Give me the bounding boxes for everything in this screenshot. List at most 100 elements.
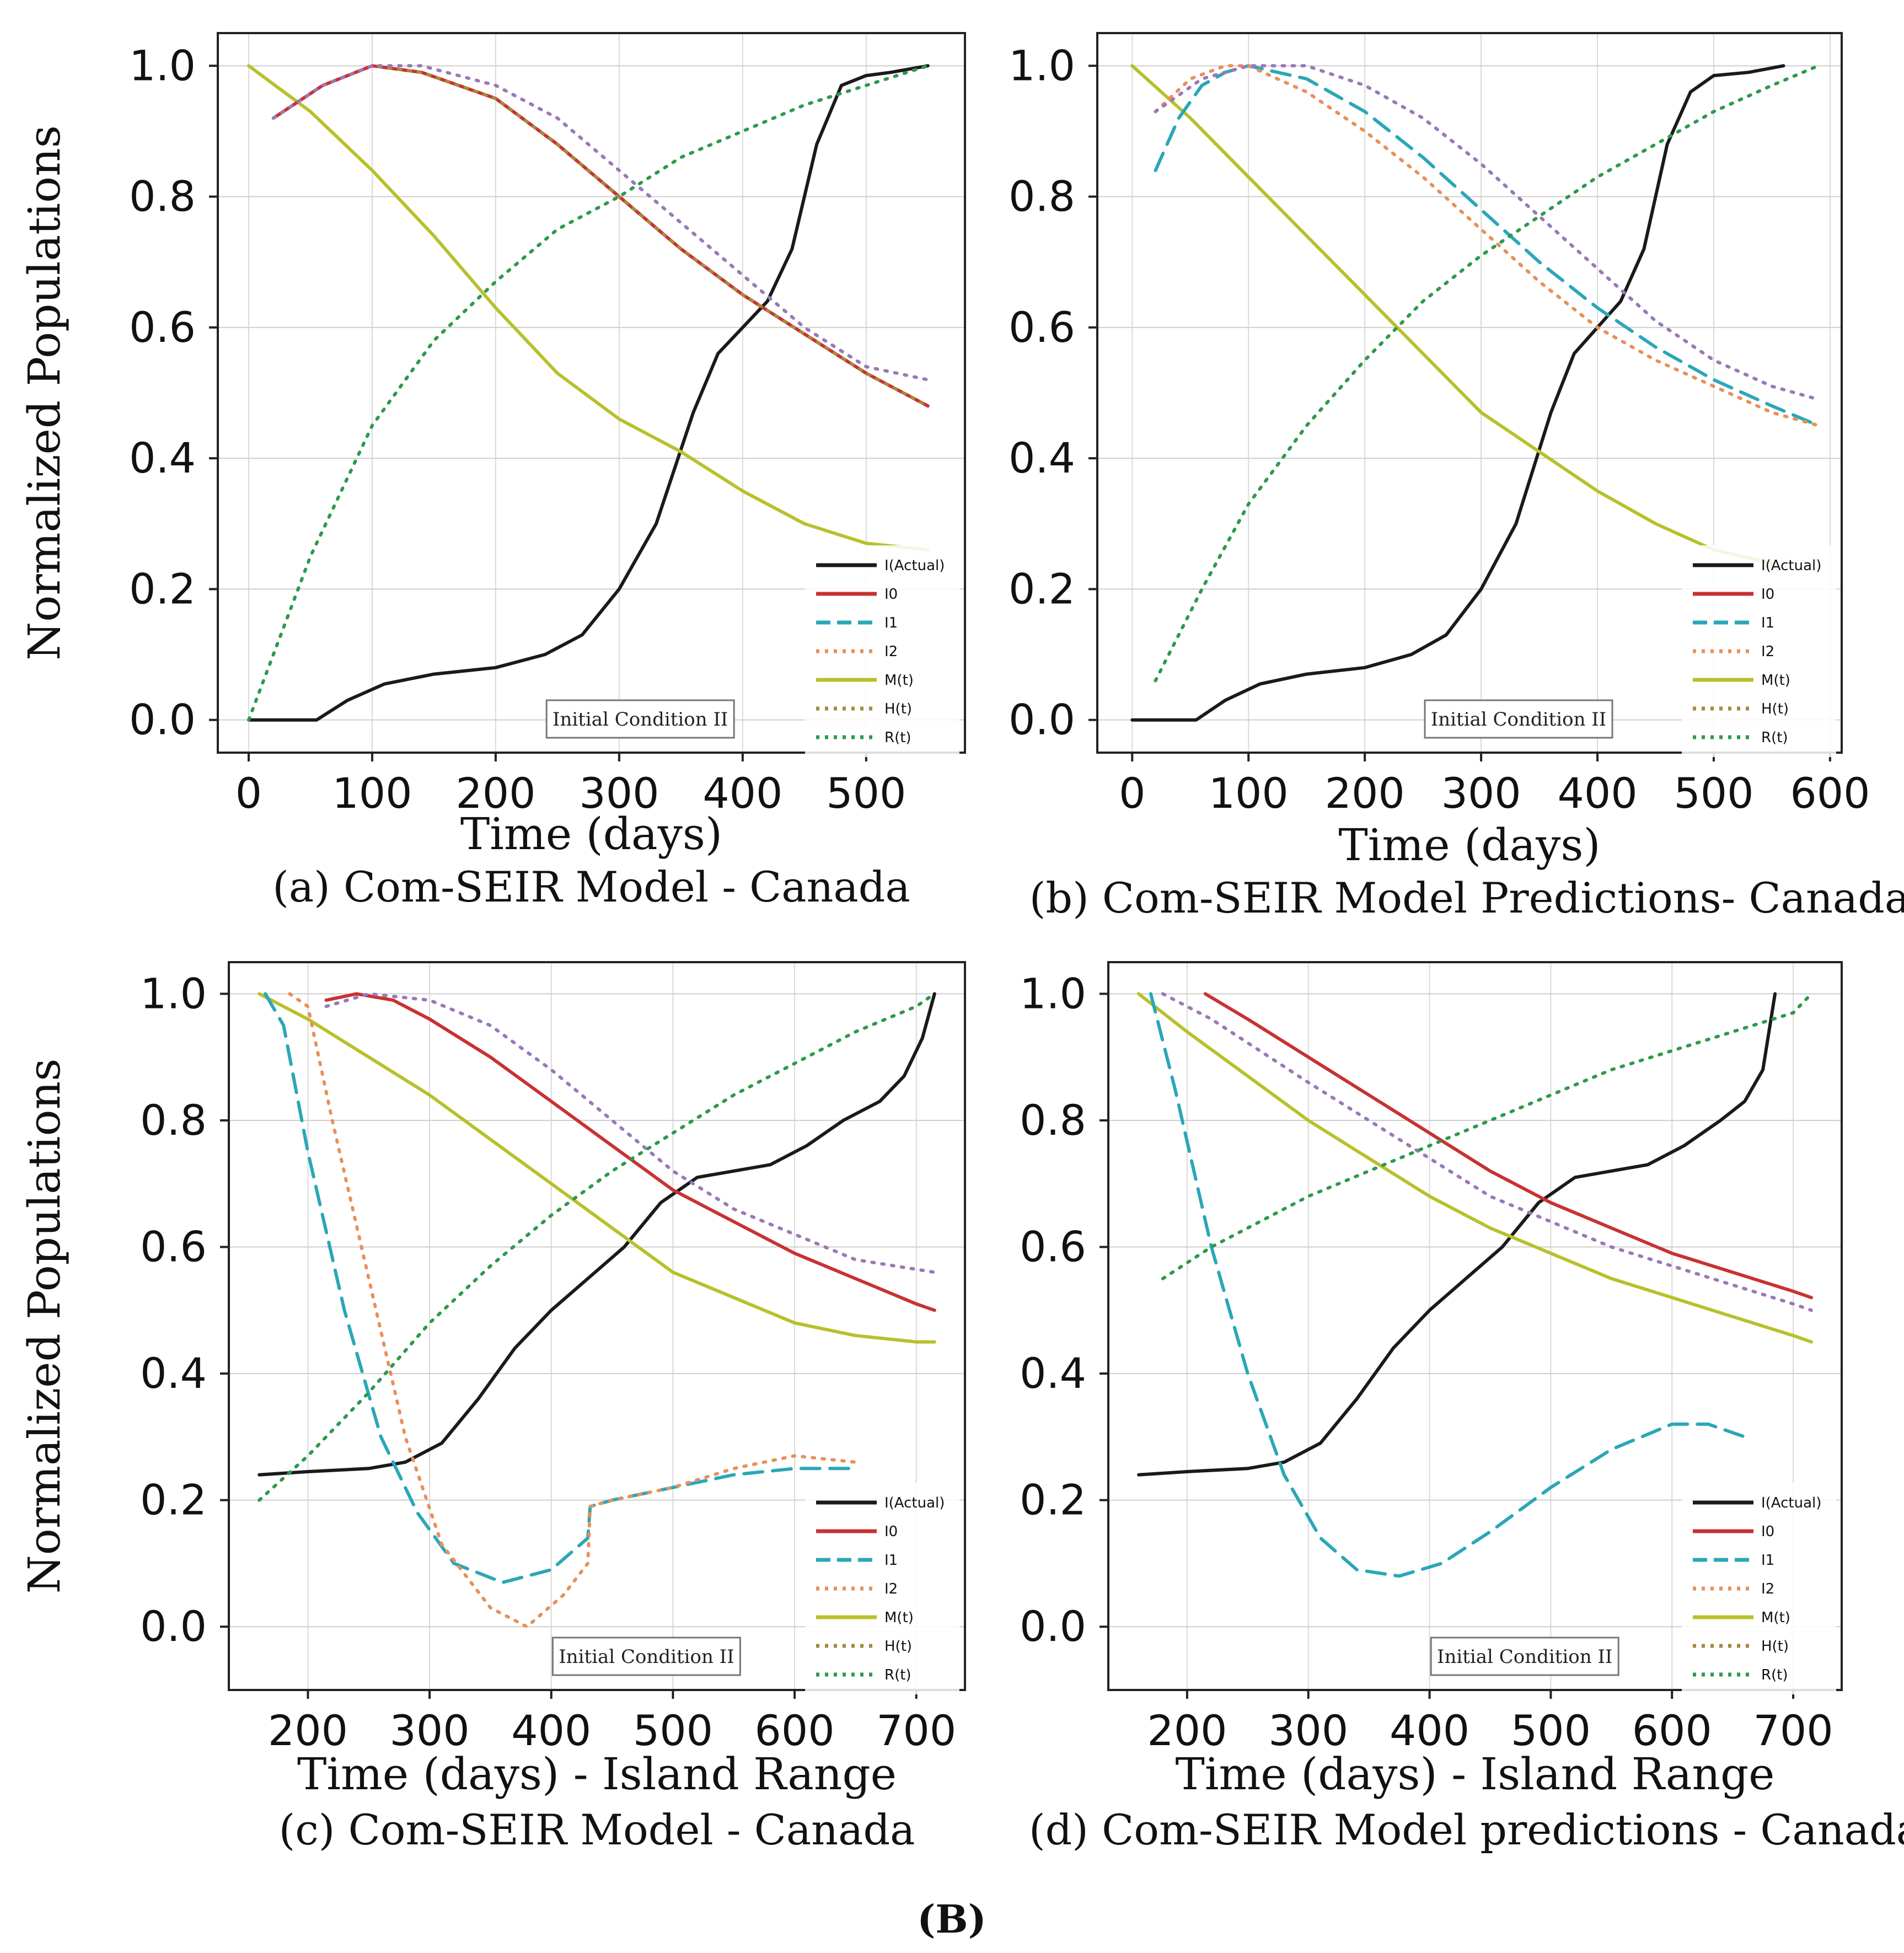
- x-tick-label: 600: [1632, 1706, 1712, 1755]
- series-line-m-t-: [247, 64, 930, 552]
- series-line-i2: [1154, 64, 1820, 427]
- x-tick-label: 300: [579, 769, 659, 818]
- x-tick-label: 700: [1753, 1706, 1833, 1755]
- x-tick-label: 300: [390, 1706, 470, 1755]
- legend-background: [805, 545, 959, 757]
- x-tick-label: 100: [1209, 769, 1289, 818]
- x-tick-label: 500: [1511, 1706, 1591, 1755]
- plot-frame: [228, 961, 966, 1691]
- y-tick-label: 0.6: [129, 303, 196, 352]
- y-tick-label: 0.0: [1009, 695, 1075, 744]
- y-tick-label: 0.0: [140, 1602, 207, 1651]
- x-tick-label: 400: [1390, 1706, 1469, 1755]
- y-tick-label: 0.8: [1020, 1096, 1086, 1145]
- x-tick-label: 400: [1558, 769, 1638, 818]
- series-group: [1130, 64, 1820, 722]
- legend-entry: H(t): [884, 1638, 912, 1655]
- legend-entry: I1: [1761, 1552, 1774, 1569]
- y-tick-label: 0.4: [1020, 1349, 1086, 1398]
- x-tick-label: 600: [755, 1706, 835, 1755]
- legend-entry: I2: [1761, 643, 1774, 660]
- series-line-r-t-: [258, 992, 936, 1502]
- series-line-m-t-: [1137, 992, 1813, 1344]
- y-tick-label: 0.2: [1009, 564, 1075, 613]
- annotation-box: [551, 1637, 741, 1676]
- series-line-i0: [1203, 992, 1813, 1300]
- series-line-r-t-: [247, 64, 930, 722]
- legend-entry: I1: [884, 1552, 898, 1569]
- legend-entry: M(t): [884, 1609, 914, 1626]
- series-line-m-t-: [1130, 64, 1774, 565]
- legend-entry: I(Actual): [1761, 557, 1821, 574]
- chart-panel-a: 0 100 200 300 400 500 0.0 0.2 0.4 0.6 0.8 1.0 Time (…: [19, 32, 966, 911]
- y-tick-label: 0.4: [140, 1349, 207, 1398]
- legend-entry: I2: [1761, 1581, 1774, 1597]
- x-tick-label: 200: [1147, 1706, 1227, 1755]
- legend-entry: I2: [884, 1581, 898, 1597]
- y-tick-label: 0.2: [129, 564, 196, 613]
- x-axis-title: Time (days): [1338, 819, 1600, 871]
- legend-entry: H(t): [884, 701, 912, 717]
- legend-entry: R(t): [884, 729, 911, 746]
- legend-entry: R(t): [1761, 1667, 1788, 1683]
- series-line-r-t-: [1154, 64, 1820, 683]
- series-group: [1137, 992, 1813, 1578]
- legend-entry: R(t): [884, 1667, 911, 1683]
- legend-entry: I(Actual): [1761, 1495, 1821, 1511]
- legend-entry: I(Actual): [884, 557, 945, 574]
- y-tick-label: 0.0: [129, 695, 196, 744]
- legend-entry: I2: [884, 643, 898, 660]
- x-tick-label: 100: [332, 769, 412, 818]
- plot-frame: [217, 32, 966, 754]
- x-tick-label: 0: [235, 769, 262, 818]
- y-tick-label: 0.8: [140, 1096, 207, 1145]
- x-tick-label: 200: [268, 1706, 348, 1755]
- y-tick-label: 1.0: [1020, 969, 1086, 1018]
- legend-background: [805, 1483, 959, 1694]
- series-line-i1: [264, 992, 857, 1584]
- x-tick-label: 500: [633, 1706, 713, 1755]
- legend-entry: I0: [884, 1523, 898, 1540]
- legend-entry: R(t): [1761, 729, 1788, 746]
- x-axis-title: Time (days): [460, 808, 722, 860]
- series-line-i-actual-: [1137, 992, 1777, 1477]
- legend-entry: I1: [884, 615, 898, 631]
- y-axis-title: Normalized Populations: [19, 125, 70, 661]
- panel-caption: (d) Com-SEIR Model predictions - Canada: [1029, 1805, 1904, 1854]
- series-line-i-actual-: [1130, 64, 1785, 722]
- y-tick-label: 0.6: [1020, 1222, 1086, 1271]
- legend-entry: I0: [1761, 586, 1774, 603]
- annotation-text: Initial Condition II: [1437, 1646, 1612, 1668]
- annotation-box: [1424, 699, 1613, 739]
- plot-frame: [1107, 961, 1843, 1691]
- x-tick-label: 400: [511, 1706, 591, 1755]
- x-tick-label: 700: [876, 1706, 956, 1755]
- y-tick-label: 0.8: [129, 172, 196, 221]
- series-line-i-h: [1161, 992, 1813, 1312]
- legend-entry: I0: [884, 586, 898, 603]
- x-tick-label: 500: [1674, 769, 1753, 818]
- chart-panel-c: 200 300 400 500 600 700 0.0 0.2 0.4 0.6 0.8 1.0 Time…: [19, 961, 966, 1854]
- y-tick-label: 1.0: [1009, 41, 1075, 90]
- plot-frame: [1096, 32, 1843, 754]
- legend-entry: M(t): [1761, 672, 1790, 689]
- figure-label: (B): [917, 1896, 986, 1942]
- series-group: [258, 992, 936, 1629]
- y-tick-label: 1.0: [129, 41, 196, 90]
- series-line-i1: [1149, 992, 1747, 1578]
- x-tick-label: 500: [826, 769, 906, 818]
- legend-entry: M(t): [1761, 1609, 1790, 1626]
- y-tick-label: 0.2: [140, 1476, 207, 1525]
- panel-caption: (b) Com-SEIR Model Predictions- Canada: [1029, 873, 1904, 922]
- y-tick-label: 0.6: [140, 1222, 207, 1271]
- legend-entry: H(t): [1761, 1638, 1789, 1655]
- y-tick-label: 0.4: [129, 433, 196, 482]
- series-line-h-t-: [271, 64, 930, 408]
- y-tick-label: 0.4: [1009, 433, 1075, 482]
- series-line-i0: [324, 992, 936, 1312]
- series-line-i-h: [324, 992, 936, 1274]
- legend-entry: I0: [1761, 1523, 1774, 1540]
- x-tick-label: 300: [1268, 1706, 1348, 1755]
- panel-caption: (a) Com-SEIR Model - Canada: [272, 862, 910, 911]
